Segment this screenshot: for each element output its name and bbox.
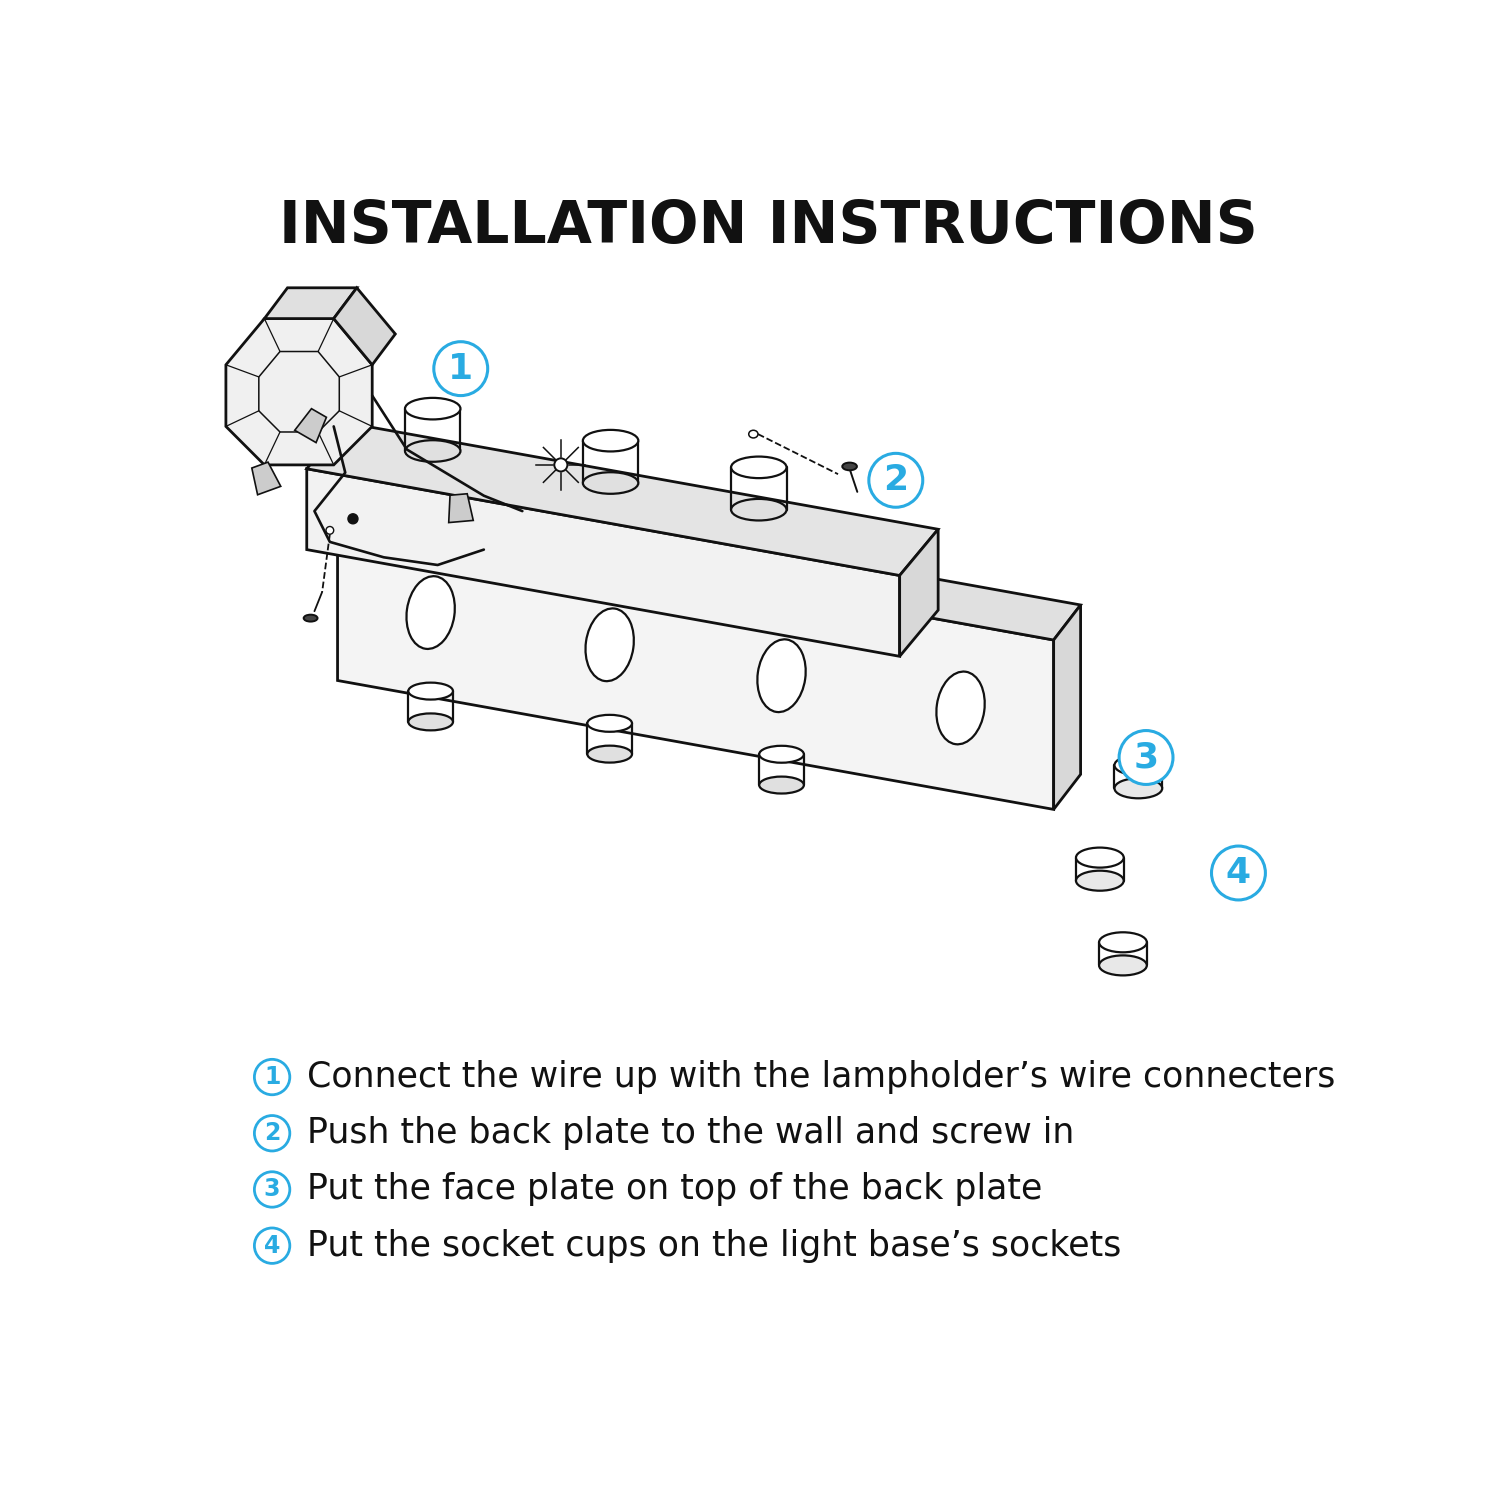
Text: 4: 4 xyxy=(264,1233,280,1257)
Ellipse shape xyxy=(405,398,460,420)
Polygon shape xyxy=(1053,604,1080,810)
Polygon shape xyxy=(306,423,938,576)
Text: 1: 1 xyxy=(448,351,474,386)
Text: INSTALLATION INSTRUCTIONS: INSTALLATION INSTRUCTIONS xyxy=(279,198,1258,255)
Text: 2: 2 xyxy=(264,1122,280,1146)
Ellipse shape xyxy=(326,526,333,534)
Text: Connect the wire up with the lampholder’s wire connecters: Connect the wire up with the lampholder’… xyxy=(306,1060,1335,1094)
Circle shape xyxy=(255,1059,290,1095)
Text: Push the back plate to the wall and screw in: Push the back plate to the wall and scre… xyxy=(306,1116,1074,1150)
Ellipse shape xyxy=(1100,933,1148,952)
Circle shape xyxy=(255,1228,290,1263)
Polygon shape xyxy=(252,462,280,495)
Ellipse shape xyxy=(408,682,453,699)
Ellipse shape xyxy=(408,714,453,730)
Ellipse shape xyxy=(588,716,632,732)
Ellipse shape xyxy=(584,430,639,451)
Ellipse shape xyxy=(936,672,984,744)
Text: 1: 1 xyxy=(264,1065,280,1089)
Circle shape xyxy=(433,342,488,396)
Text: 4: 4 xyxy=(1226,856,1251,889)
Ellipse shape xyxy=(1114,754,1162,776)
Polygon shape xyxy=(448,494,474,522)
Polygon shape xyxy=(294,408,327,442)
Text: 2: 2 xyxy=(884,464,909,498)
Ellipse shape xyxy=(1076,870,1124,891)
Circle shape xyxy=(1212,846,1266,900)
Ellipse shape xyxy=(406,576,454,650)
Ellipse shape xyxy=(303,615,318,621)
Ellipse shape xyxy=(348,514,358,523)
Ellipse shape xyxy=(555,459,567,471)
Polygon shape xyxy=(226,318,372,465)
Polygon shape xyxy=(306,468,900,657)
Polygon shape xyxy=(338,512,1053,810)
Ellipse shape xyxy=(588,746,632,762)
Ellipse shape xyxy=(730,456,786,478)
Ellipse shape xyxy=(1100,956,1148,975)
Ellipse shape xyxy=(1076,847,1124,867)
Circle shape xyxy=(255,1172,290,1208)
Polygon shape xyxy=(264,288,357,318)
Text: Put the socket cups on the light base’s sockets: Put the socket cups on the light base’s … xyxy=(306,1228,1120,1263)
Ellipse shape xyxy=(748,430,758,438)
Ellipse shape xyxy=(405,440,460,462)
Circle shape xyxy=(1119,730,1173,784)
Polygon shape xyxy=(338,476,1080,640)
Ellipse shape xyxy=(843,462,856,471)
Polygon shape xyxy=(333,288,396,364)
Ellipse shape xyxy=(1114,778,1162,798)
Ellipse shape xyxy=(758,639,806,712)
Ellipse shape xyxy=(585,609,634,681)
Text: 3: 3 xyxy=(264,1178,280,1202)
Ellipse shape xyxy=(759,746,804,762)
Ellipse shape xyxy=(584,472,639,494)
Circle shape xyxy=(255,1116,290,1150)
Circle shape xyxy=(868,453,922,507)
Ellipse shape xyxy=(730,500,786,520)
Text: Put the face plate on top of the back plate: Put the face plate on top of the back pl… xyxy=(306,1173,1042,1206)
Text: 3: 3 xyxy=(1134,741,1158,774)
Polygon shape xyxy=(900,530,938,657)
Ellipse shape xyxy=(759,777,804,794)
